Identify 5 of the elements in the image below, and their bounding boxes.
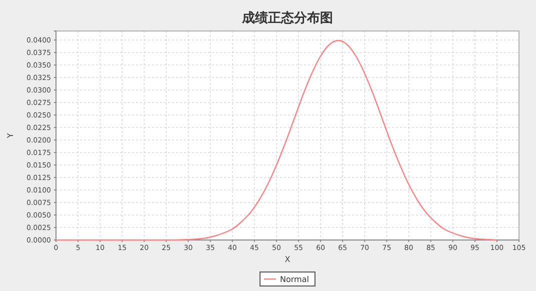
y-axis-title: Y xyxy=(6,132,15,139)
x-axis-title: X xyxy=(284,255,291,264)
chart-title: 成绩正态分布图 xyxy=(241,10,333,26)
line-series xyxy=(55,40,498,241)
legend-label: Normal xyxy=(280,275,309,284)
